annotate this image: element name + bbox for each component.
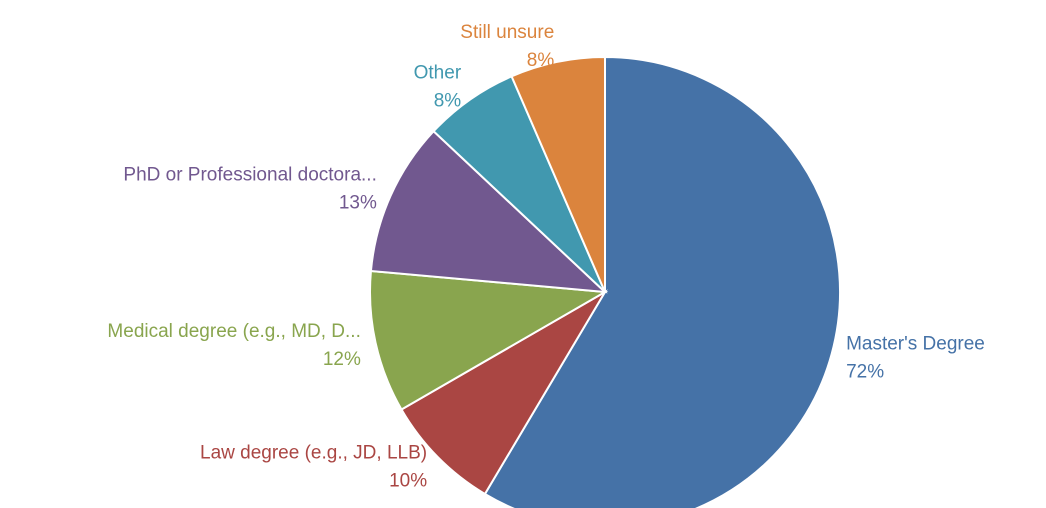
slice-label: PhD or Professional doctora... [123,165,376,186]
slice-label: Law degree (e.g., JD, LLB) [200,443,427,464]
slice-label: Other [414,63,462,84]
slice-value-label: 13% [339,193,377,214]
slice-value-label: 8% [527,50,555,71]
pie-slice [510,55,606,293]
slice-value-label: 10% [389,471,427,492]
slice-value-label: 12% [323,349,361,370]
slice-value-label: 72% [846,361,884,382]
slice-label: Medical degree (e.g., MD, D... [107,321,360,342]
slice-value-label: 8% [434,91,462,112]
slice-label: Master's Degree [846,333,985,354]
slice-label: Still unsure [460,22,554,43]
pie-slice [483,55,841,508]
pie-slice [400,289,608,496]
pie-slice [369,269,609,411]
pie-slice [369,129,608,294]
